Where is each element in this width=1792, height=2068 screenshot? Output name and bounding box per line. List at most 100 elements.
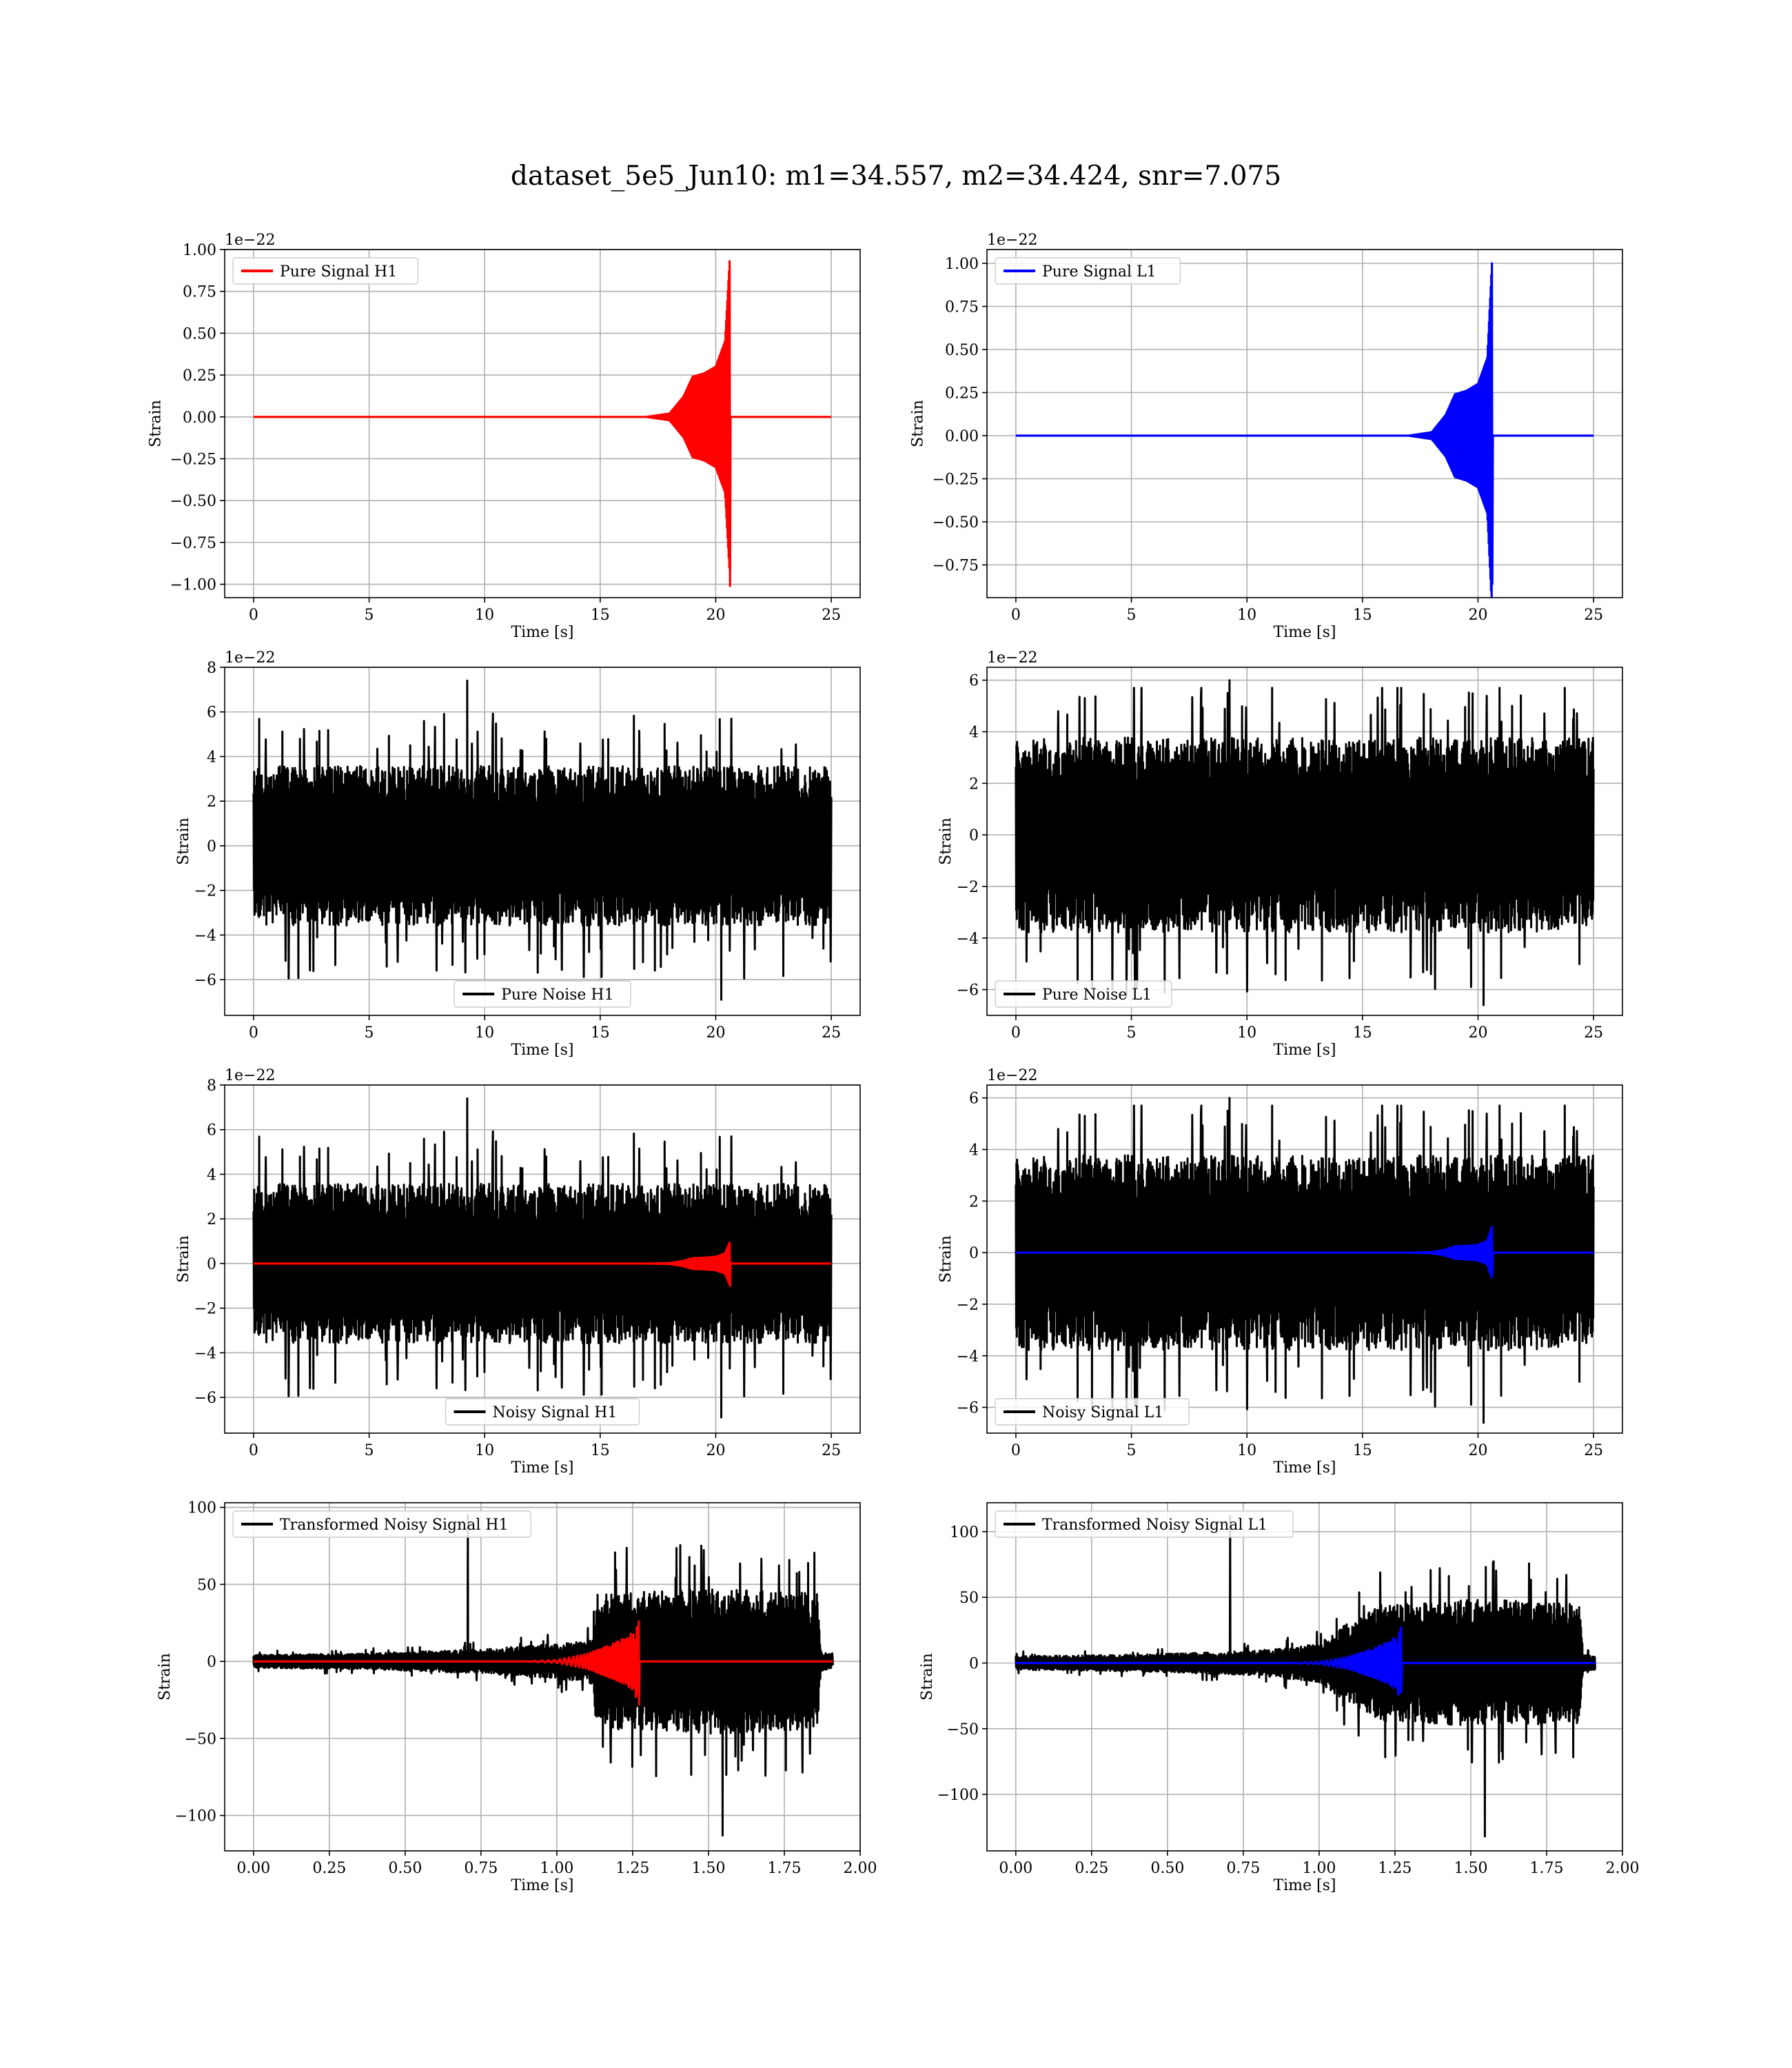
y-tick-label: 8 — [207, 660, 216, 677]
y-tick-label: −0.50 — [170, 493, 216, 510]
y-tick-label: 6 — [969, 1091, 979, 1108]
y-tick-label: 0.75 — [945, 299, 979, 316]
x-tick-label: 0.25 — [312, 1860, 346, 1877]
x-tick-label: 20 — [706, 607, 725, 624]
legend-label: Transformed Noisy Signal H1 — [280, 1517, 509, 1534]
y-tick-label: 1.00 — [945, 256, 979, 273]
y-tick-label: 0 — [969, 1655, 979, 1672]
legend-label: Pure Signal L1 — [1042, 263, 1157, 281]
subplot-pure-noise-h1: 0 5 10 15 20 25 −6 −4 −2 0 2 4 6 8 1e−22 Time [s] Strain… — [175, 649, 861, 1059]
series-line-pure-noise-h1 — [252, 679, 833, 1001]
x-axis-label: Time [s] — [1273, 1459, 1336, 1477]
x-tick-label: 2.00 — [844, 1860, 877, 1877]
subplot-noisy-signal-h1: 0 5 10 15 20 25 −6 −4 −2 0 2 4 6 8 1e−22 Time [s] Strain… — [175, 1067, 861, 1477]
legend-label: Noisy Signal L1 — [1042, 1404, 1163, 1421]
x-tick-label: 20 — [1468, 1024, 1487, 1042]
x-tick-label: 0.75 — [464, 1860, 498, 1877]
y-tick-label: −2 — [957, 879, 979, 896]
series-group — [1015, 1514, 1596, 1838]
y-tick-label: −0.25 — [933, 472, 979, 489]
x-tick-label: 15 — [1353, 1442, 1372, 1459]
y-tick-label: 4 — [207, 1166, 216, 1184]
axes-frame — [224, 1084, 861, 1434]
x-tick-label: 20 — [1468, 607, 1487, 624]
y-tick-label: 2 — [207, 793, 216, 811]
x-tick-label: 10 — [475, 607, 494, 624]
x-tick-label: 1.75 — [1529, 1860, 1563, 1877]
subplot-pure-noise-l1: 0 5 10 15 20 25 −6 −4 −2 0 2 4 6 1e−22 Time [s] Strain P… — [937, 649, 1623, 1059]
y-tick-label: 0.25 — [183, 367, 216, 385]
y-axis-label: Strain — [175, 1235, 192, 1283]
legend: Pure Signal H1 — [232, 257, 419, 285]
legend-label: Pure Noise H1 — [501, 986, 614, 1004]
y-axis-label: Strain — [937, 818, 955, 865]
legend-box — [232, 1510, 531, 1538]
x-tick-label: 0.25 — [1075, 1860, 1108, 1877]
y-tick-label: 0.00 — [183, 409, 216, 427]
subplot-pure-signal-l1: 0 5 10 15 20 25 −0.75 −0.50 −0.25 0.00 0.25 0.50 0.7… — [910, 232, 1623, 641]
x-tick-label: 25 — [822, 607, 841, 624]
y-tick-label: 0 — [969, 1245, 979, 1262]
y-tick-label: 0.00 — [945, 428, 979, 445]
series-group — [252, 1514, 834, 1837]
series-group — [1015, 679, 1595, 1006]
x-tick-label: 5 — [1127, 1024, 1137, 1042]
y-tick-label: −2 — [957, 1297, 979, 1314]
x-axis-label: Time [s] — [1273, 1877, 1336, 1894]
x-tick-label: 0.50 — [1150, 1860, 1184, 1877]
y-tick-label: 1.00 — [183, 242, 216, 259]
x-axis-label: Time [s] — [511, 1042, 573, 1059]
axes-frame — [224, 667, 861, 1016]
y-tick-label: −0.25 — [170, 451, 216, 468]
x-tick-label: 0.75 — [1226, 1860, 1260, 1877]
subplot-noisy-signal-l1: 0 5 10 15 20 25 −6 −4 −2 0 2 4 6 1e−22 Time [s] Strain N… — [937, 1067, 1623, 1477]
x-tick-label: 1.00 — [1302, 1860, 1336, 1877]
x-axis-label: Time [s] — [511, 1459, 573, 1477]
y-tick-label: 0 — [969, 827, 979, 844]
x-tick-label: 5 — [365, 607, 374, 624]
y-offset-text: 1e−22 — [987, 649, 1037, 667]
x-tick-label: 10 — [475, 1442, 494, 1459]
series-line-pure-noise-l1 — [1015, 679, 1595, 1006]
y-offset-text: 1e−22 — [225, 232, 275, 249]
y-tick-label: 50 — [959, 1590, 979, 1607]
series-line-pure-signal-l1 — [1015, 262, 1594, 598]
legend-label: Pure Noise L1 — [1042, 986, 1152, 1004]
y-tick-label: 0 — [207, 838, 216, 855]
x-tick-label: 0 — [249, 1024, 258, 1042]
legend-box — [995, 1510, 1294, 1538]
x-tick-label: 20 — [706, 1442, 725, 1459]
y-tick-label: 2 — [969, 776, 979, 793]
y-tick-label: 4 — [207, 749, 216, 766]
legend-box — [995, 257, 1181, 285]
figure-title: dataset_5e5_Jun10: m1=34.557, m2=34.424,… — [511, 161, 1281, 192]
y-tick-label: 6 — [207, 704, 216, 722]
y-tick-label: 100 — [950, 1524, 979, 1541]
series-line-noisy-signal-h1 — [252, 1097, 833, 1419]
axes-frame — [986, 1502, 1623, 1852]
subplot-pure-signal-h1: 0 5 10 15 20 25 −1.00 −0.75 −0.50 −0.25 0.00 0.25 0.… — [147, 232, 861, 641]
y-tick-label: −2 — [194, 883, 216, 900]
x-tick-label: 0 — [1011, 1442, 1021, 1459]
legend-box — [232, 257, 419, 285]
x-tick-label: 15 — [591, 607, 610, 624]
y-tick-label: 0.75 — [183, 284, 216, 301]
x-axis-label: Time [s] — [1273, 624, 1336, 641]
subplot-grid: 0 5 10 15 20 25−1.00−0.75−0.50−0.250.000.250.… — [147, 232, 1640, 1894]
y-tick-label: −2 — [194, 1301, 216, 1318]
x-tick-label: 2.00 — [1606, 1860, 1640, 1877]
y-tick-label: −6 — [194, 972, 216, 989]
y-tick-label: −0.50 — [933, 514, 979, 531]
axes-frame — [224, 1502, 861, 1852]
y-tick-label: 4 — [969, 724, 979, 742]
x-tick-label: 1.50 — [691, 1860, 725, 1877]
x-tick-label: 0 — [249, 1442, 258, 1459]
y-tick-label: −100 — [937, 1787, 979, 1804]
legend-label: Pure Signal H1 — [280, 263, 397, 281]
x-tick-label: 10 — [1237, 607, 1256, 624]
x-tick-label: 25 — [822, 1024, 841, 1042]
y-tick-label: −1.00 — [170, 577, 216, 594]
x-tick-label: 25 — [1584, 1442, 1603, 1459]
y-tick-label: 8 — [207, 1077, 216, 1095]
x-tick-label: 0 — [249, 607, 258, 624]
